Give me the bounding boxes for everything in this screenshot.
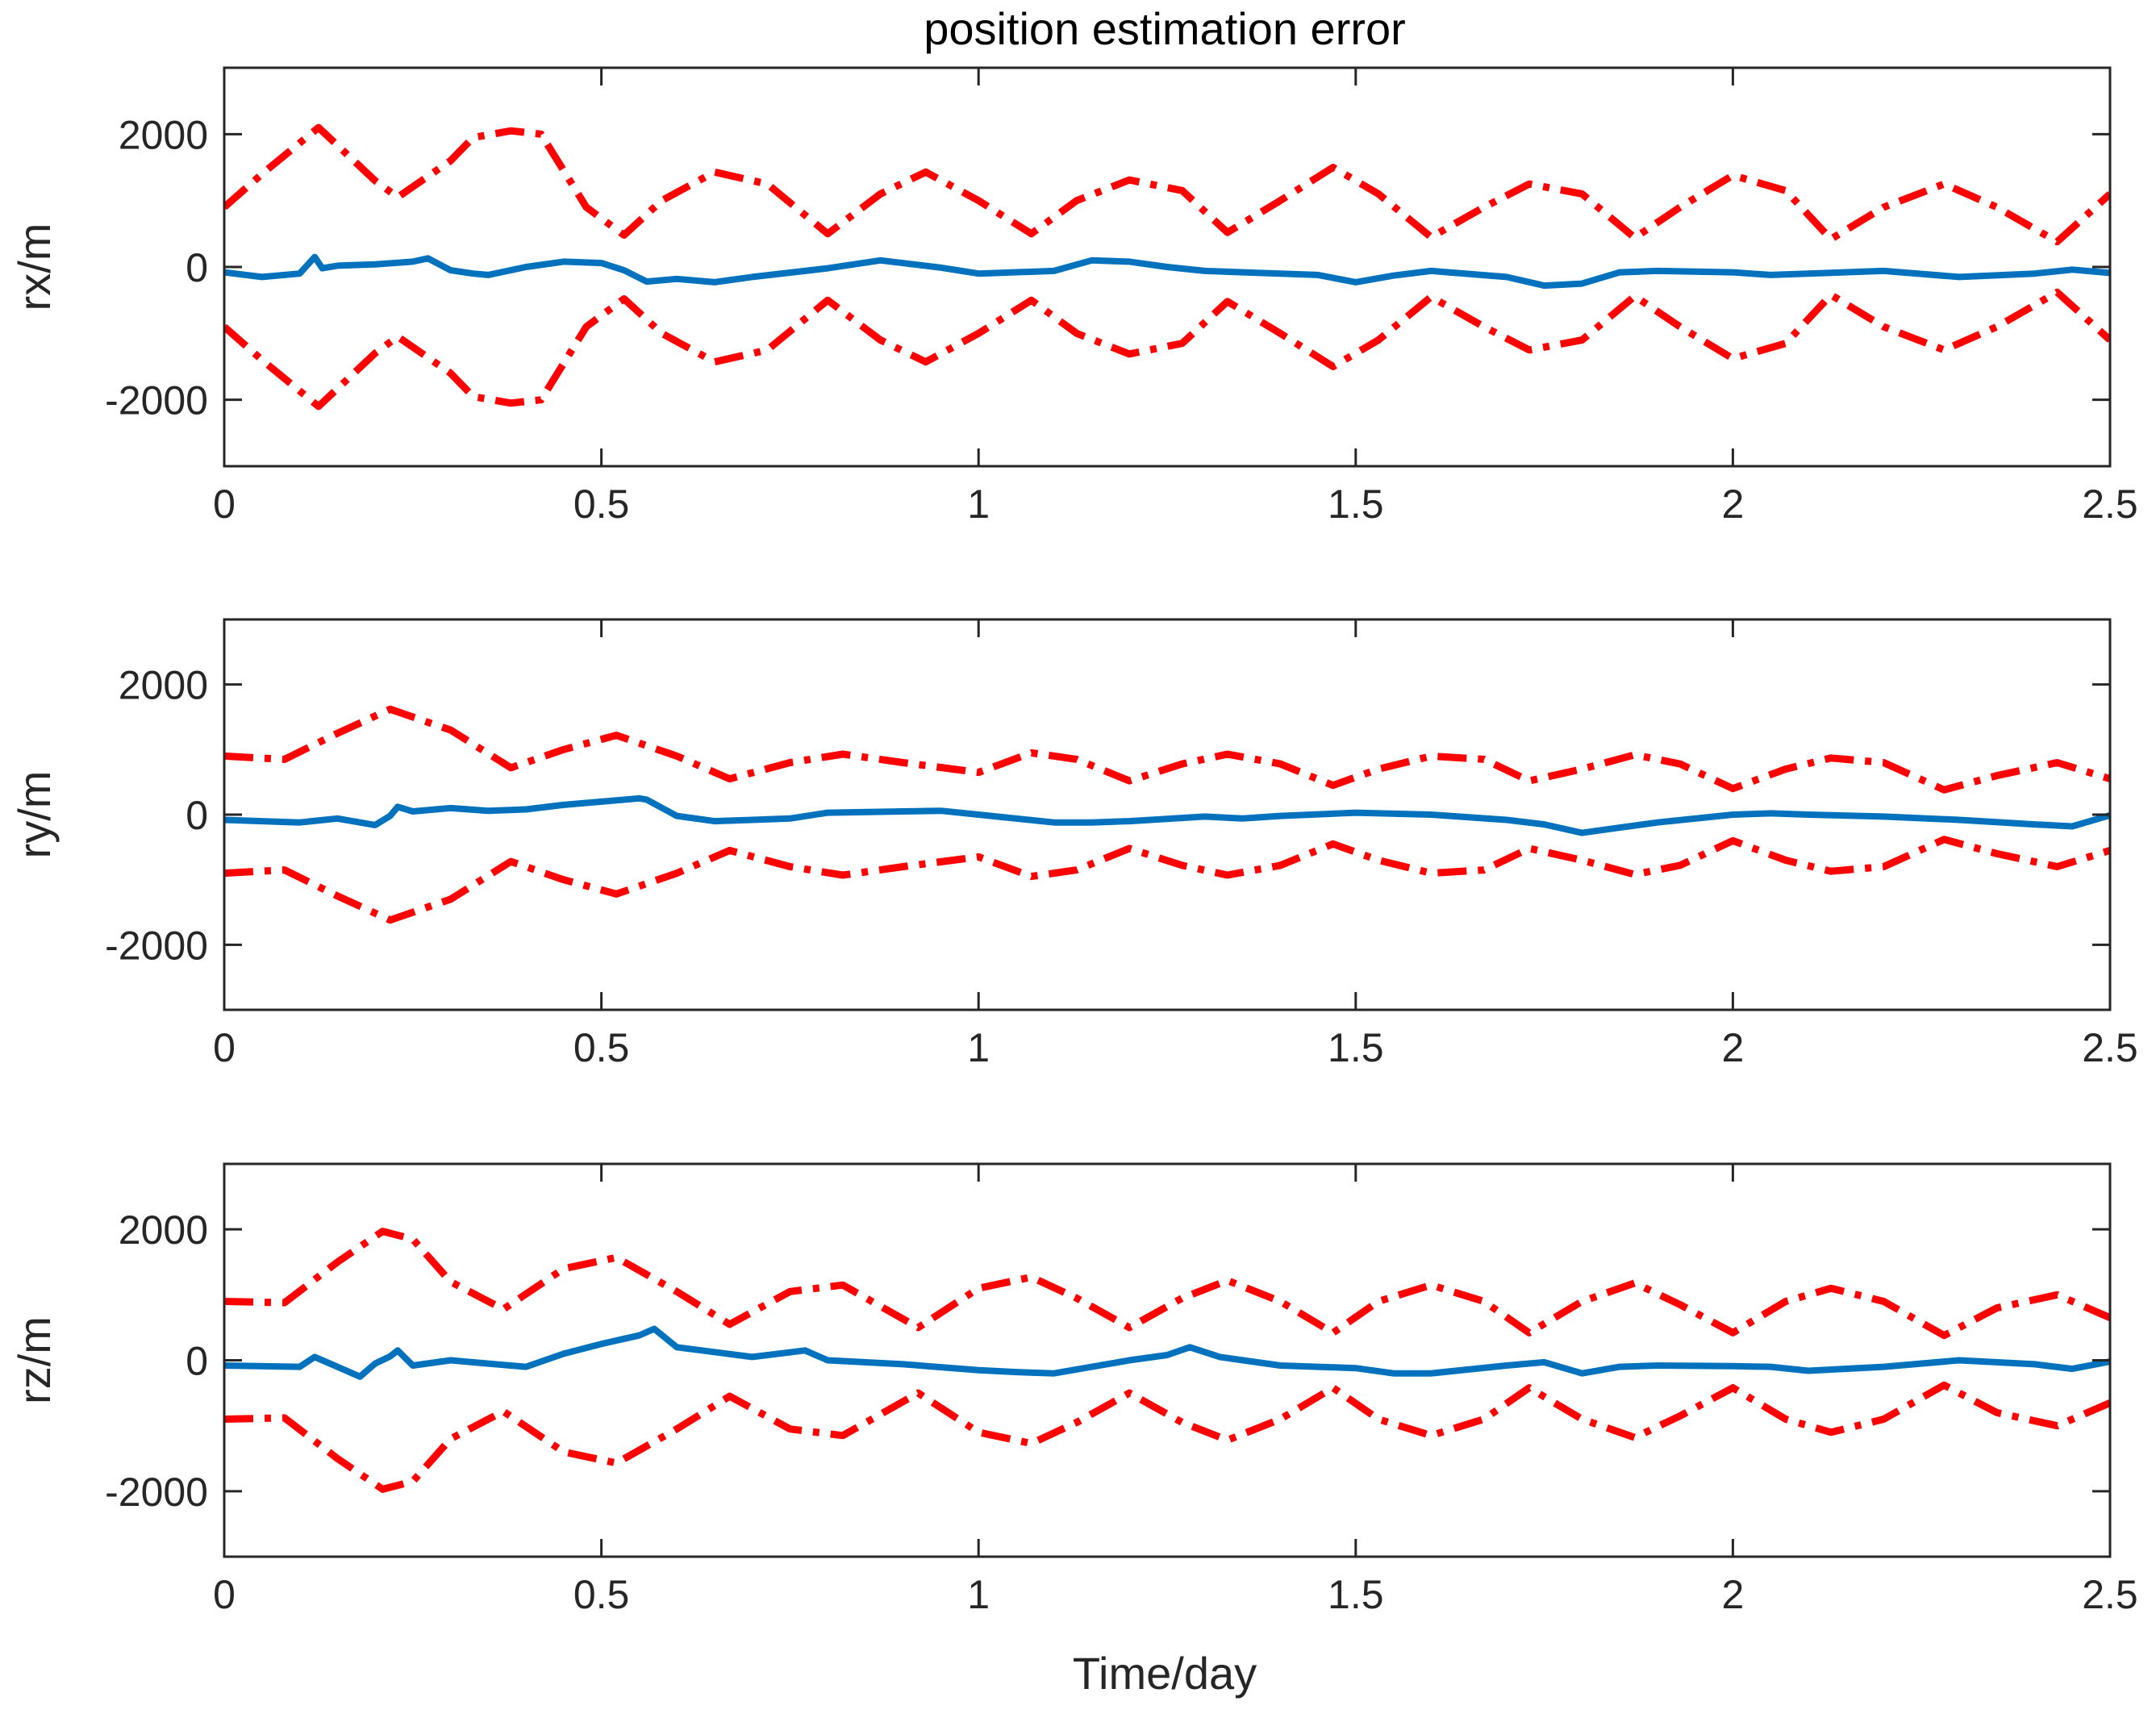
y-tick-label: 2000: [119, 112, 208, 157]
x-tick-label: 2: [1721, 1572, 1744, 1617]
y-tick-label: 2000: [119, 663, 208, 708]
rx-upper-bound-line: [224, 123, 2110, 246]
x-tick-label: 1: [967, 1572, 990, 1617]
rz-upper-bound-line: [224, 1228, 2110, 1340]
y-axis-label: rz/m: [9, 1316, 60, 1404]
y-axis-label: rx/m: [9, 223, 60, 311]
rz-error-line: [224, 1325, 2110, 1380]
ry-error-line: [224, 794, 2110, 836]
series-group: [224, 1228, 2110, 1493]
x-tick-label: 2: [1721, 482, 1744, 527]
subplot-rx: 0 0.5 1 1.5 2 2.5 2000 0 -2000 rx/m: [9, 66, 2138, 527]
x-tick-label: 0: [213, 482, 236, 527]
x-tick-label: 0.5: [573, 482, 630, 527]
x-tick-label: 1.5: [1328, 1025, 1384, 1070]
figure-title: position estimation error: [924, 3, 1406, 54]
ry-lower-bound-line: [224, 836, 2110, 924]
x-tick-label: 1.5: [1328, 482, 1384, 527]
x-tick-label: 1: [967, 482, 990, 527]
y-tick-label: 0: [186, 245, 208, 290]
y-tick-label: 0: [186, 793, 208, 838]
y-tick-label: 2000: [119, 1207, 208, 1253]
x-tick-label: 2.5: [2082, 1025, 2138, 1070]
x-tick-label: 1.5: [1328, 1572, 1384, 1617]
rz-lower-bound-line: [224, 1381, 2110, 1493]
x-tick-label: 2.5: [2082, 1572, 2138, 1617]
rx-error-line: [224, 253, 2110, 290]
x-tick-label: 1: [967, 1025, 990, 1070]
y-tick-label: -2000: [105, 923, 208, 968]
subplot-rz: 0 0.5 1 1.5 2 2.5 2000 0 -2000 rz/m: [9, 1162, 2138, 1617]
x-axis-label: Time/day: [1073, 1648, 1257, 1699]
y-axis-label: ry/m: [9, 771, 60, 859]
series-group: [224, 705, 2110, 924]
x-tick-label: 0.5: [573, 1572, 630, 1617]
y-tick-label: 0: [186, 1339, 208, 1384]
y-tick-label: -2000: [105, 1470, 208, 1515]
ry-upper-bound-line: [224, 705, 2110, 794]
x-tick-label: 2.5: [2082, 482, 2138, 527]
x-tick-label: 2: [1721, 1025, 1744, 1070]
series-group: [224, 123, 2110, 411]
x-tick-label: 0: [213, 1572, 236, 1617]
y-tick-label: -2000: [105, 378, 208, 423]
x-tick-label: 0: [213, 1025, 236, 1070]
rx-lower-bound-line: [224, 288, 2110, 411]
subplot-ry: 0 0.5 1 1.5 2 2.5 2000 0 -2000 ry/m: [9, 618, 2138, 1070]
x-tick-label: 0.5: [573, 1025, 630, 1070]
